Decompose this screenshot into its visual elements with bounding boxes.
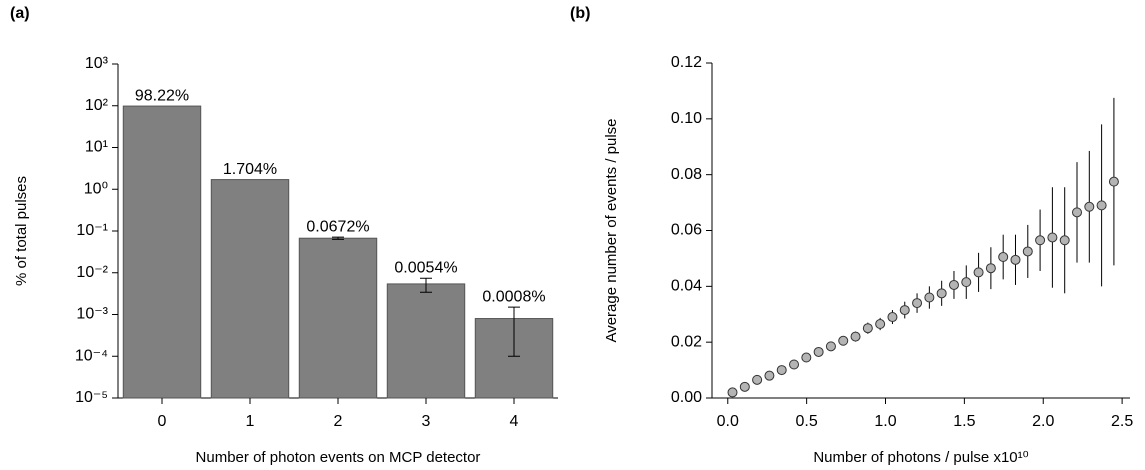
y-tick-label: 10⁻³ <box>76 306 108 323</box>
y-axis-label: % of total pulses <box>13 176 30 286</box>
y-tick-label: 10² <box>85 97 109 114</box>
x-tick-label: 1.5 <box>953 413 975 430</box>
y-tick-label: 0.12 <box>671 54 702 71</box>
x-tick-label: 1.0 <box>874 413 896 430</box>
y-tick-label: 10⁰ <box>84 180 108 197</box>
value-label: 1.704% <box>223 161 277 178</box>
value-label: 0.0672% <box>306 218 369 235</box>
panel-label: (a) <box>10 5 30 22</box>
point <box>850 331 861 342</box>
x-tick-label: 0.5 <box>796 413 818 430</box>
point <box>739 381 750 392</box>
point <box>1035 235 1046 246</box>
point <box>789 359 800 370</box>
x-tick-label: 2 <box>334 413 343 430</box>
point <box>961 277 972 288</box>
point <box>862 323 873 334</box>
x-tick-label: 3 <box>422 413 431 430</box>
bar <box>386 283 466 399</box>
point <box>1096 200 1107 211</box>
point <box>998 252 1009 263</box>
y-tick-label: 10⁻¹ <box>76 222 108 239</box>
error-bar <box>420 277 432 293</box>
y-tick-label: 0.00 <box>671 389 702 406</box>
error-bar <box>332 236 344 240</box>
value-label: 0.0008% <box>482 288 545 305</box>
y-tick-label: 10⁻⁴ <box>75 347 108 364</box>
point <box>727 387 738 398</box>
point <box>1022 246 1033 257</box>
x-tick-label: 0.0 <box>717 413 739 430</box>
point <box>887 312 898 323</box>
x-tick-label: 0 <box>158 413 167 430</box>
point <box>912 298 923 309</box>
point <box>1108 176 1119 187</box>
point <box>776 365 787 376</box>
x-tick-label: 4 <box>510 413 519 430</box>
bar <box>210 179 290 399</box>
point <box>1072 207 1083 218</box>
y-tick-label: 10⁻² <box>76 264 108 281</box>
bar <box>474 318 554 399</box>
point <box>973 267 984 278</box>
point <box>825 341 836 352</box>
x-axis-label: Number of photon events on MCP detector <box>196 449 481 466</box>
point <box>1010 254 1021 265</box>
panel-label: (b) <box>570 5 590 22</box>
y-tick-label: 0.08 <box>671 166 702 183</box>
point <box>813 346 824 357</box>
bar <box>122 105 202 399</box>
y-tick-label: 10⁻⁵ <box>75 389 108 406</box>
point <box>764 370 775 381</box>
point <box>752 374 763 385</box>
point <box>1084 201 1095 212</box>
point <box>936 288 947 299</box>
y-tick-label: 10¹ <box>85 139 108 156</box>
point <box>875 319 886 330</box>
y-tick-label: 0.06 <box>671 222 702 239</box>
x-tick-label: 2.5 <box>1111 413 1133 430</box>
value-label: 98.22% <box>135 87 189 104</box>
y-tick-label: 0.02 <box>671 333 702 350</box>
bar <box>298 237 378 399</box>
error-bar <box>508 306 520 357</box>
point <box>924 292 935 303</box>
x-axis-label: Number of photons / pulse x10¹⁰ <box>813 449 1028 466</box>
point <box>801 352 812 363</box>
point <box>899 305 910 316</box>
y-tick-label: 10³ <box>85 55 109 72</box>
y-tick-label: 0.10 <box>671 110 702 127</box>
value-label: 0.0054% <box>394 259 457 276</box>
point <box>985 263 996 274</box>
point <box>1047 232 1058 243</box>
point <box>838 335 849 346</box>
y-tick-label: 0.04 <box>671 278 702 295</box>
point <box>948 279 959 290</box>
x-tick-label: 1 <box>246 413 255 430</box>
y-axis-label: Average number of events / pulse <box>603 118 620 342</box>
point <box>1059 235 1070 246</box>
x-tick-label: 2.0 <box>1032 413 1054 430</box>
